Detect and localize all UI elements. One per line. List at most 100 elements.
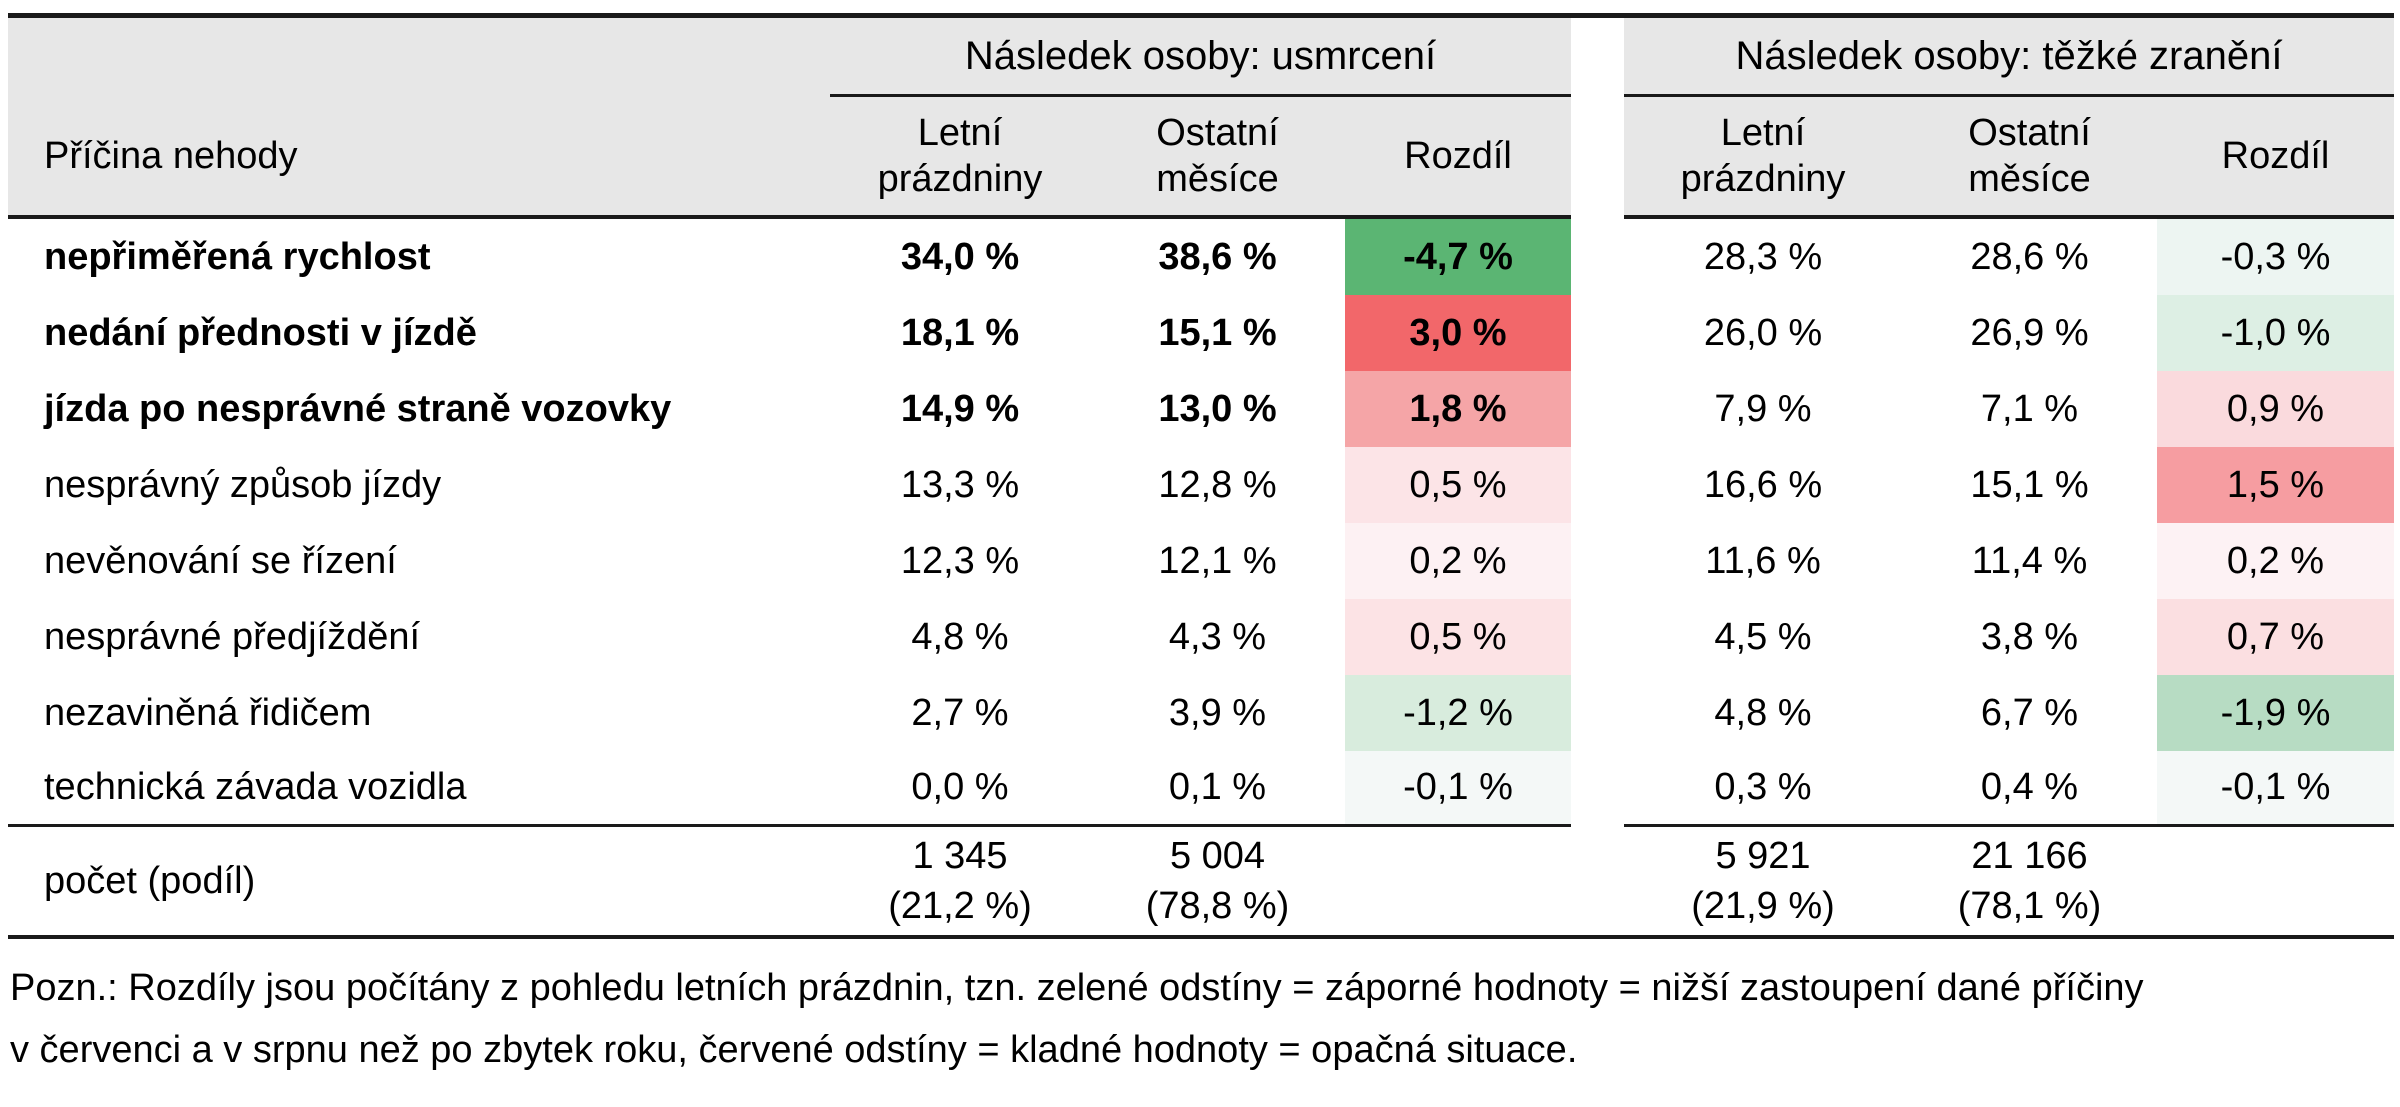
diff-cell: -1,2 % <box>1345 675 1571 751</box>
col-header-letni-prazdniny-2: Letní prázdniny <box>1624 97 1902 219</box>
diff-cell: -1,0 % <box>2157 295 2394 371</box>
summary-cell: 21 166 (78,1 %) <box>1902 827 2157 935</box>
group-gap <box>1571 447 1624 523</box>
summary-count: 5 921 <box>1715 835 1811 877</box>
table-row: technická závada vozidla 0,0 % 0,1 % -0,… <box>8 751 2394 827</box>
value-cell: 4,8 % <box>1714 691 1812 734</box>
cause-cell: jízda po nesprávné straně vozovky <box>44 387 672 430</box>
table-row: nevěnování se řízení 12,3 % 12,1 % 0,2 %… <box>8 523 2394 599</box>
diff-cell: -0,3 % <box>2157 219 2394 295</box>
group-gap <box>1571 751 1624 827</box>
value-cell: 0,4 % <box>1902 751 2157 827</box>
summary-count: 21 166 <box>1971 835 2088 877</box>
table-row: nesprávné předjíždění 4,8 % 4,3 % 0,5 % … <box>8 599 2394 675</box>
value-cell: 7,9 % <box>1714 387 1812 430</box>
value-cell: 11,6 % <box>1705 539 1821 582</box>
diff-cell: -1,9 % <box>2157 675 2394 751</box>
value-cell: 28,3 % <box>1703 235 1823 278</box>
summary-cell: 5 921 (21,9 %) <box>1624 827 1902 935</box>
diff-cell: 1,8 % <box>1345 371 1571 447</box>
value-cell: 2,7 % <box>911 691 1009 734</box>
table-row: nezaviněná řidičem 2,7 % 3,9 % -1,2 % 4,… <box>8 675 2394 751</box>
group-gap <box>1571 97 1624 219</box>
cause-cell: nesprávné předjíždění <box>44 615 421 658</box>
cause-cell: technická závada vozidla <box>8 751 830 827</box>
value-cell: 18,1 % <box>900 311 1020 354</box>
group-gap <box>1571 827 1624 935</box>
diff-cell: -0,1 % <box>1345 751 1571 827</box>
summary-count: 1 345 <box>912 835 1008 877</box>
value-cell: 26,0 % <box>1703 311 1823 354</box>
diff-cell: 3,0 % <box>1345 295 1571 371</box>
value-cell: 38,6 % <box>1158 235 1277 278</box>
col-header-rozdil-2: Rozdíl <box>2157 97 2394 219</box>
value-cell: 15,1 % <box>1970 463 2089 506</box>
group-header-tezke-zraneni: Následek osoby: těžké zranění <box>1624 18 2394 97</box>
diff-cell: 0,5 % <box>1345 599 1571 675</box>
footnote-line-1: Pozn.: Rozdíly jsou počítány z pohledu l… <box>10 967 2144 1009</box>
value-cell: 34,0 % <box>900 235 1020 278</box>
value-cell: 16,6 % <box>1703 463 1823 506</box>
diff-cell: 0,2 % <box>1345 523 1571 599</box>
summary-share: (21,9 %) <box>1691 885 1835 927</box>
table-row: jízda po nesprávné straně vozovky 14,9 %… <box>8 371 2394 447</box>
group-gap <box>1571 599 1624 675</box>
group-gap <box>1571 295 1624 371</box>
column-header-row: Příčina nehody Letní prázdniny Ostatní m… <box>8 97 2394 219</box>
summary-empty-cell <box>2157 827 2394 935</box>
accident-causes-table: Následek osoby: usmrcení Následek osoby:… <box>8 13 2394 939</box>
diff-cell: 0,7 % <box>2157 599 2394 675</box>
col-header-rozdil-1: Rozdíl <box>1345 97 1571 219</box>
value-cell: 7,1 % <box>1980 387 2079 430</box>
value-cell: 4,8 % <box>911 615 1009 658</box>
group-gap <box>1571 18 1624 97</box>
value-cell: 15,1 % <box>1158 311 1277 354</box>
corner-spacer <box>8 18 830 97</box>
summary-row: počet (podíl) 1 345 (21,2 %) 5 004 (78,8… <box>8 827 2394 935</box>
group-gap <box>1571 523 1624 599</box>
col-header-ostatni-mesice-2: Ostatní měsíce <box>1902 97 2157 219</box>
footnote-line-2: v červenci a v srpnu než po zbytek roku,… <box>10 1029 1578 1071</box>
group-gap <box>1571 675 1624 751</box>
value-cell: 4,3 % <box>1168 615 1267 658</box>
value-cell: 14,9 % <box>900 387 1020 430</box>
table-row: nesprávný způsob jízdy 13,3 % 12,8 % 0,5… <box>8 447 2394 523</box>
diff-cell: 1,5 % <box>2157 447 2394 523</box>
cause-column-header: Příčina nehody <box>8 97 830 219</box>
summary-share: (78,8 %) <box>1145 885 1290 927</box>
summary-cell: 5 004 (78,8 %) <box>1090 827 1345 935</box>
summary-share: (78,1 %) <box>1957 885 2102 927</box>
cause-cell: nesprávný způsob jízdy <box>44 463 442 506</box>
value-cell: 11,4 % <box>1971 539 2088 582</box>
value-cell: 6,7 % <box>1980 691 2079 734</box>
table-row: nepřiměřená rychlost 34,0 % 38,6 % -4,7 … <box>8 219 2394 295</box>
col-header-ostatni-mesice-1: Ostatní měsíce <box>1090 97 1345 219</box>
summary-share: (21,2 %) <box>888 885 1032 927</box>
value-cell: 12,8 % <box>1158 463 1277 506</box>
group-gap <box>1571 371 1624 447</box>
group-header-usmrceni: Následek osoby: usmrcení <box>830 18 1571 97</box>
value-cell: 4,5 % <box>1714 615 1812 658</box>
summary-empty-cell <box>1345 827 1571 935</box>
cause-cell: nezaviněná řidičem <box>44 691 372 734</box>
group-header-row: Následek osoby: usmrcení Následek osoby:… <box>8 18 2394 97</box>
diff-cell: 0,5 % <box>1345 447 1571 523</box>
group-gap <box>1571 219 1624 295</box>
value-cell: 3,9 % <box>1168 691 1267 734</box>
value-cell: 0,0 % <box>830 751 1090 827</box>
diff-cell: -4,7 % <box>1345 219 1571 295</box>
value-cell: 12,3 % <box>900 539 1020 582</box>
summary-count: 5 004 <box>1169 835 1266 877</box>
value-cell: 12,1 % <box>1158 539 1277 582</box>
value-cell: 26,9 % <box>1970 311 2089 354</box>
value-cell: 13,0 % <box>1158 387 1277 430</box>
summary-label: počet (podíl) <box>44 859 256 902</box>
value-cell: 28,6 % <box>1970 235 2089 278</box>
table-row: nedání přednosti v jízdě 18,1 % 15,1 % 3… <box>8 295 2394 371</box>
col-header-letni-prazdniny-1: Letní prázdniny <box>830 97 1090 219</box>
cause-cell: nepřiměřená rychlost <box>44 235 431 278</box>
footnote: Pozn.: Rozdíly jsou počítány z pohledu l… <box>10 957 2390 1081</box>
value-cell: 0,3 % <box>1624 751 1902 827</box>
cause-cell: nedání přednosti v jízdě <box>44 311 477 354</box>
diff-cell: 0,9 % <box>2157 371 2394 447</box>
